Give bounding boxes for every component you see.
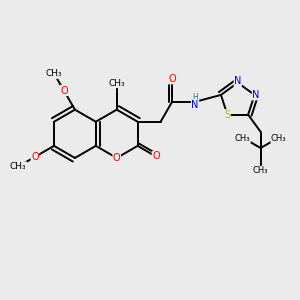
Text: CH₃: CH₃ <box>271 134 286 143</box>
Text: N: N <box>234 76 242 86</box>
Text: CH₃: CH₃ <box>108 79 125 88</box>
Text: CH₃: CH₃ <box>235 134 250 143</box>
Text: S: S <box>224 110 230 120</box>
Text: N: N <box>252 90 260 100</box>
Text: H: H <box>192 93 198 102</box>
Text: N: N <box>191 100 199 110</box>
Text: O: O <box>113 153 121 163</box>
Text: CH₃: CH₃ <box>46 70 63 79</box>
Text: CH₃: CH₃ <box>10 162 27 171</box>
Text: O: O <box>31 152 39 162</box>
Text: CH₃: CH₃ <box>253 166 268 175</box>
Text: O: O <box>152 152 160 161</box>
Text: O: O <box>60 85 68 95</box>
Text: O: O <box>168 74 176 84</box>
